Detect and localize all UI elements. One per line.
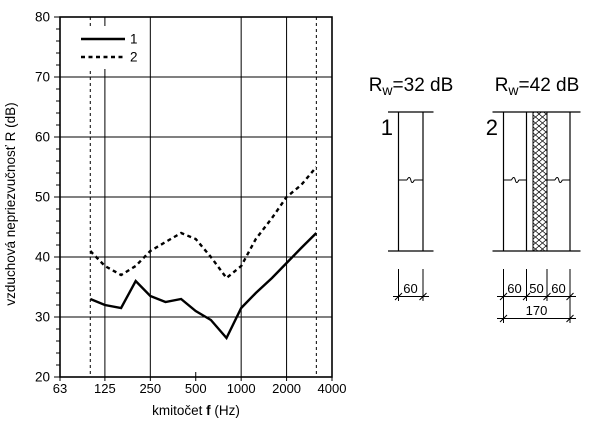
y-tick-label-70: 70 bbox=[35, 70, 50, 85]
rw-label-wall1: Rw=32 dB bbox=[369, 75, 454, 98]
rw-label-wall2: Rw=42 dB bbox=[495, 75, 580, 98]
wall-section-2: Rw=42 dB 2 bbox=[486, 75, 581, 323]
acoustic-chart: 63 125 250 500 1000 2000 4000 20 30 40 50 60 70 80 1 2 bbox=[35, 10, 346, 397]
series-2-curve bbox=[89, 166, 318, 280]
y-tick-label-80: 80 bbox=[35, 10, 50, 25]
rw2-value: =42 dB bbox=[519, 75, 580, 96]
legend-background bbox=[77, 26, 143, 69]
rw1-value: =32 dB bbox=[393, 75, 454, 96]
rw1-symbol: R bbox=[369, 75, 383, 96]
x-axis-title: kmitočet f (Hz) bbox=[152, 403, 240, 418]
wall2-insulation-layer bbox=[532, 111, 548, 252]
wall2-dim-leaf2: 60 bbox=[551, 281, 565, 296]
wall2-number: 2 bbox=[486, 115, 498, 140]
legend-label-2: 2 bbox=[130, 50, 138, 65]
x-tick-label-1000: 1000 bbox=[227, 381, 256, 396]
x-tick-label-500: 500 bbox=[185, 381, 207, 396]
wall2-break-symbols bbox=[503, 176, 570, 184]
wall2-dim-total: 170 bbox=[526, 303, 548, 318]
wall-section-1: Rw=32 dB 1 60 bbox=[369, 75, 454, 301]
rw2-subscript: w bbox=[507, 82, 519, 98]
wall1-dim-width: 60 bbox=[403, 281, 417, 296]
wall2-dimensions bbox=[497, 269, 576, 323]
x-tick-label-2000: 2000 bbox=[272, 381, 301, 396]
series-1-curve bbox=[89, 232, 318, 341]
y-axis-title: vzduchová nepriezvučnosť R (dB) bbox=[3, 102, 18, 305]
legend-label-1: 1 bbox=[130, 32, 138, 47]
x-axis-title-part1: kmitočet bbox=[152, 403, 206, 418]
rw1-subscript: w bbox=[381, 82, 393, 98]
rw2-symbol: R bbox=[495, 75, 509, 96]
y-tick-label-50: 50 bbox=[35, 190, 50, 205]
y-tick-label-60: 60 bbox=[35, 130, 50, 145]
wall1-dimension bbox=[393, 269, 429, 301]
x-tick-label-63: 63 bbox=[53, 381, 67, 396]
wall1-break-symbol bbox=[398, 176, 423, 184]
wall2-dim-leaf1: 60 bbox=[507, 281, 521, 296]
x-tick-label-250: 250 bbox=[139, 381, 161, 396]
plot-frame bbox=[59, 16, 333, 378]
x-tick-label-4000: 4000 bbox=[318, 381, 347, 396]
y-tick-label-30: 30 bbox=[35, 310, 50, 325]
y-tick-label-40: 40 bbox=[35, 250, 50, 265]
x-tick-label-125: 125 bbox=[94, 381, 116, 396]
x-axis-title-symbol-f: f bbox=[206, 403, 211, 418]
wall1-number: 1 bbox=[381, 115, 393, 140]
wall2-dim-core: 50 bbox=[529, 281, 543, 296]
x-axis-title-part2: (Hz) bbox=[211, 403, 240, 418]
y-tick-label-20: 20 bbox=[35, 370, 50, 385]
